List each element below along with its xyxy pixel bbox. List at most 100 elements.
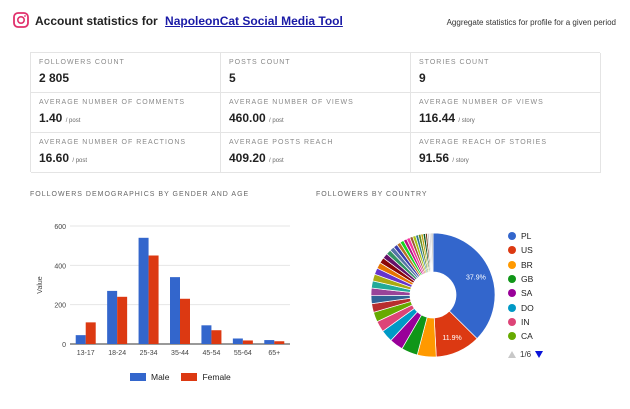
legend-item-gb[interactable]: GB bbox=[508, 272, 568, 286]
x-tick-label: 45-54 bbox=[202, 350, 220, 357]
x-tick-label: 18-24 bbox=[108, 350, 126, 357]
profile-link[interactable]: NapoleonCat Social Media Tool bbox=[165, 14, 343, 28]
country-title: FOLLOWERS BY COUNTRY bbox=[316, 191, 428, 198]
bar-male-65+ bbox=[264, 340, 275, 344]
bar-male-35-44 bbox=[170, 277, 180, 344]
stat-label: AVERAGE NUMBER OF VIEWS bbox=[229, 99, 354, 106]
y-tick-label: 0 bbox=[62, 342, 66, 349]
stat-value: 2 805 bbox=[39, 71, 70, 85]
demographics-bar-chart: 0 200 400 600 Value 13-17 18-24 25-34 35-44 45-54… bbox=[37, 224, 290, 357]
stat-avg-posts-reach: AVERAGE POSTS REACH 409.20 / post bbox=[221, 133, 411, 173]
bar-male-25-34 bbox=[138, 237, 149, 344]
legend-label: SA bbox=[521, 288, 533, 299]
demographics-title: FOLLOWERS DEMOGRAPHICS BY GENDER AND AGE bbox=[30, 191, 250, 198]
stat-value: 91.56 / story bbox=[419, 151, 469, 165]
pie-data-label: 11.9% bbox=[442, 335, 461, 342]
bar-female-25-34 bbox=[148, 255, 159, 344]
legend-label: IN bbox=[521, 316, 530, 327]
legend-item-us[interactable]: US bbox=[508, 243, 568, 257]
stat-label: FOLLOWERS COUNT bbox=[39, 59, 125, 66]
stat-avg-post-views: AVERAGE NUMBER OF VIEWS 460.00 / post bbox=[221, 93, 411, 133]
legend-item-do[interactable]: DO bbox=[508, 300, 568, 314]
legend-item-in[interactable]: IN bbox=[508, 315, 568, 329]
bar-male-55-64 bbox=[232, 338, 243, 344]
stat-avg-story-views: AVERAGE NUMBER OF VIEWS 116.44 / story bbox=[411, 93, 601, 133]
stat-unit: / story bbox=[452, 158, 469, 164]
pie-slice-other-33 bbox=[430, 232, 434, 273]
stat-posts-count: POSTS COUNT 5 bbox=[221, 53, 411, 93]
legend-dot bbox=[508, 332, 516, 341]
pager-prev-icon[interactable] bbox=[508, 351, 516, 358]
legend-label: DO bbox=[521, 302, 534, 313]
stat-value: 116.44 / story bbox=[419, 111, 475, 125]
bar-female-18-24 bbox=[117, 296, 128, 344]
legend-dot bbox=[508, 246, 516, 255]
stat-unit: / post bbox=[65, 118, 81, 124]
stat-value: 460.00 / post bbox=[229, 111, 284, 125]
legend-label: CA bbox=[521, 331, 533, 342]
stat-value: 409.20 / post bbox=[229, 151, 284, 165]
stat-unit: / story bbox=[458, 118, 475, 124]
legend-label: GB bbox=[521, 274, 534, 285]
legend-label: US bbox=[521, 245, 533, 256]
legend-swatch bbox=[130, 373, 146, 381]
legend-item-ca[interactable]: CA bbox=[508, 329, 568, 343]
stat-unit: / post bbox=[269, 118, 284, 124]
legend-label: Male bbox=[151, 372, 170, 382]
stat-value: 16.60 / post bbox=[39, 151, 88, 165]
stat-label: POSTS COUNT bbox=[229, 59, 291, 66]
y-tick-label: 400 bbox=[54, 263, 66, 270]
legend-label: PL bbox=[521, 231, 532, 242]
country-donut-chart: 37.9% 11.9% bbox=[370, 232, 496, 358]
stat-followers-count: FOLLOWERS COUNT 2 805 bbox=[31, 53, 221, 93]
legend-item-br[interactable]: BR bbox=[508, 258, 568, 272]
bar-female-35-44 bbox=[180, 298, 190, 344]
legend-dot bbox=[508, 260, 516, 269]
pager-next-icon[interactable] bbox=[535, 351, 544, 358]
pie-data-label: 37.9% bbox=[466, 275, 486, 282]
stats-grid: FOLLOWERS COUNT 2 805 POSTS COUNT 5 STOR… bbox=[30, 52, 601, 173]
pager-label: 1/6 bbox=[520, 350, 532, 359]
bar-male-18-24 bbox=[107, 290, 118, 344]
stat-value: 1.40 / post bbox=[39, 111, 81, 125]
stat-value: 9 bbox=[419, 71, 426, 85]
x-tick-label: 55-64 bbox=[234, 350, 252, 357]
stat-stories-count: STORIES COUNT 9 bbox=[411, 53, 601, 93]
legend-label: Female bbox=[202, 372, 231, 382]
stat-avg-reactions: AVERAGE NUMBER OF REACTIONS 16.60 / post bbox=[31, 133, 221, 173]
legend-item-female[interactable]: Female bbox=[181, 372, 231, 382]
y-tick-label: 200 bbox=[54, 303, 66, 310]
pie-slice-pl bbox=[432, 232, 496, 340]
legend-item-sa[interactable]: SA bbox=[508, 286, 568, 300]
bar-male-13-17 bbox=[75, 335, 86, 344]
instagram-icon bbox=[13, 12, 29, 28]
legend-dot bbox=[508, 303, 516, 312]
x-tick-label: 13-17 bbox=[77, 350, 95, 357]
stat-label: AVERAGE NUMBER OF COMMENTS bbox=[39, 99, 186, 106]
stat-label: AVERAGE REACH OF STORIES bbox=[419, 139, 547, 146]
page-subtitle: Aggregate statistics for profile for a g… bbox=[446, 18, 616, 27]
legend-dot bbox=[508, 317, 516, 326]
legend-pager: 1/6 bbox=[508, 350, 544, 359]
legend-item-male[interactable]: Male bbox=[130, 372, 169, 382]
title-prefix: Account statistics for bbox=[35, 14, 158, 28]
legend-swatch bbox=[181, 373, 198, 381]
stat-unit: / post bbox=[72, 158, 88, 164]
x-tick-label: 25-34 bbox=[140, 350, 158, 357]
country-legend: PL US BR GB SA DO IN CA bbox=[508, 229, 568, 343]
legend-dot bbox=[508, 275, 516, 284]
bar-chart-legend: Male Female bbox=[130, 372, 243, 382]
legend-dot bbox=[508, 232, 516, 241]
stat-value: 5 bbox=[229, 71, 236, 85]
bar-female-13-17 bbox=[85, 322, 96, 344]
bar-female-45-54 bbox=[211, 330, 222, 344]
stat-label: AVERAGE NUMBER OF VIEWS bbox=[419, 99, 544, 106]
y-axis-label: Value bbox=[37, 276, 44, 293]
stat-label: STORIES COUNT bbox=[419, 59, 490, 66]
bar-female-65+ bbox=[274, 341, 285, 344]
legend-item-pl[interactable]: PL bbox=[508, 229, 568, 243]
page-title: Account statistics for NapoleonCat Socia… bbox=[35, 14, 343, 28]
legend-label: BR bbox=[521, 259, 533, 270]
x-tick-label: 65+ bbox=[268, 350, 280, 357]
bar-male-45-54 bbox=[201, 325, 212, 344]
